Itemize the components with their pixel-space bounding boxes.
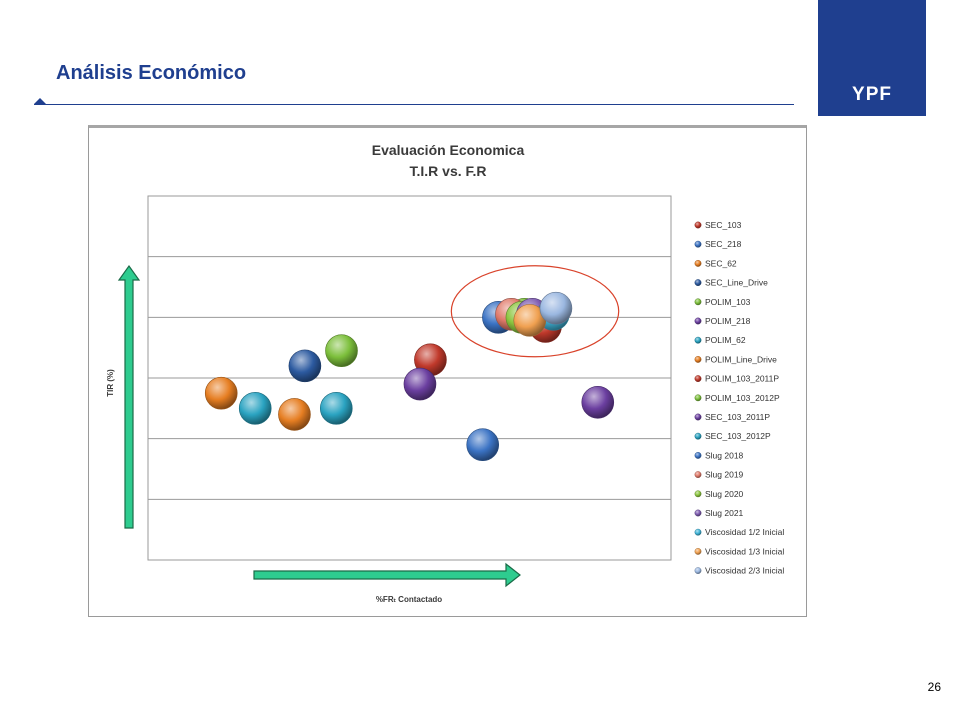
data-point [319, 392, 353, 425]
slide-title: Análisis Económico [56, 62, 247, 84]
highlight-layer [450, 265, 620, 358]
legend-marker [694, 471, 702, 478]
legend-label: Slug 2020 [705, 489, 744, 499]
legend-label: SEC_103 [705, 220, 742, 230]
title-marker-icon [34, 98, 46, 104]
legend-marker [694, 490, 702, 498]
legend-label: POLIM_218 [705, 316, 751, 326]
legend: SEC_103 SEC_218 SEC_62 SEC_Line_Drive POLIM_… [694, 220, 784, 576]
scatter-chart: Evaluación Economica T.I.R vs. F.R TIR (… [106, 142, 784, 604]
page-number: 26 [927, 680, 941, 694]
legend-label: Slug 2019 [705, 470, 744, 480]
data-point [581, 385, 615, 419]
legend-marker [694, 317, 702, 325]
legend-label: Viscosidad 1/2 Inicial [705, 527, 784, 537]
legend-label: Slug 2018 [705, 450, 744, 460]
x-axis-arrow-icon [253, 562, 521, 588]
legend-label: SEC_Line_Drive [705, 278, 768, 288]
legend-marker [694, 279, 702, 287]
data-points [204, 291, 615, 462]
legend-label: POLIM_103_2011P [705, 374, 779, 384]
chart-subtitle: T.I.R vs. F.R [409, 163, 486, 179]
legend-label: Slug 2021 [705, 508, 744, 518]
legend-label: POLIM_62 [705, 335, 746, 345]
data-point [466, 428, 500, 462]
legend-marker [694, 432, 702, 440]
legend-label: Viscosidad 2/3 Inicial [705, 566, 784, 576]
legend-marker [694, 240, 702, 248]
legend-marker [694, 394, 702, 402]
legend-marker [694, 567, 702, 574]
legend-marker [694, 221, 702, 229]
legend-label: SEC_62 [705, 258, 737, 268]
data-point [204, 376, 238, 410]
chart-title: Evaluación Economica [372, 142, 525, 158]
data-point [238, 392, 272, 425]
chart-frame: Evaluación Economica T.I.R vs. F.R TIR (… [88, 125, 807, 617]
legend-marker [694, 509, 702, 517]
legend-label: SEC_103_2011P [705, 412, 770, 422]
logo-text: YPF [852, 84, 892, 105]
legend-label: POLIM_Line_Drive [705, 354, 777, 364]
data-point [288, 349, 322, 383]
legend-marker [694, 528, 702, 536]
x-axis-label: %FRₜ Contactado [376, 595, 442, 604]
legend-label: SEC_103_2012P [705, 431, 771, 441]
highlight-ellipse [450, 265, 620, 358]
legend-label: POLIM_103 [705, 297, 751, 307]
legend-marker [694, 298, 702, 306]
data-point [539, 291, 573, 325]
data-point [278, 398, 311, 431]
legend-marker [694, 355, 702, 363]
data-point [403, 367, 437, 401]
legend-label: Viscosidad 1/3 Inicial [705, 546, 784, 556]
legend-label: POLIM_103_2012P [705, 393, 780, 403]
y-axis-arrow-icon [117, 264, 141, 529]
title-divider [34, 104, 794, 105]
legend-marker [694, 413, 702, 421]
legend-marker [694, 547, 702, 555]
y-axis-label: TIR (%) [106, 369, 115, 397]
legend-marker [694, 336, 702, 344]
legend-label: SEC_218 [705, 239, 742, 249]
legend-marker [694, 375, 702, 383]
data-point [325, 334, 358, 367]
legend-marker [694, 259, 702, 267]
ypf-logo: YPF [818, 0, 926, 116]
gridlines [148, 256, 671, 500]
legend-marker [694, 451, 702, 459]
